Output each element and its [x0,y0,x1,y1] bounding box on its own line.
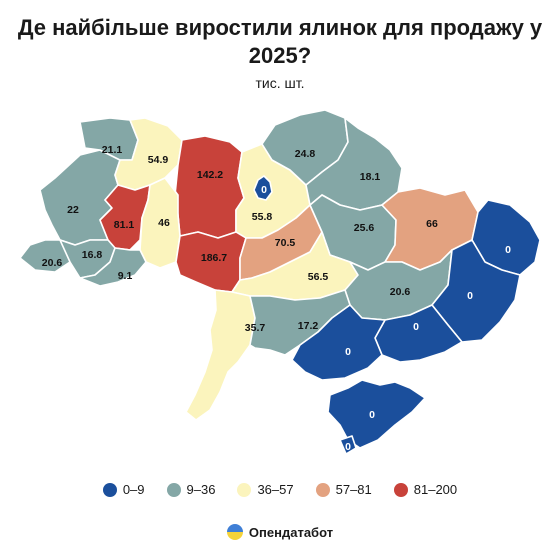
label-cherkasy: 70.5 [275,237,296,249]
chart-title: Де найбільше виростили ялинок для продаж… [17,15,543,68]
legend-swatch [166,482,181,497]
label-khmelnytskyi: 46 [158,217,170,229]
region-kherson [291,304,386,381]
region-sevastopol [339,435,357,455]
legend-swatch [237,482,252,497]
label-crimea: 0 [369,409,375,421]
label-kharkiv: 66 [426,218,438,230]
legend-item: 0–9 [102,482,145,497]
region-kyiv-city [253,175,273,201]
label-dnipropetrovsk: 20.6 [390,286,411,298]
region-zhytomyr [174,135,245,239]
label-vinnytsia: 186.7 [201,252,227,264]
label-lviv: 22 [67,204,79,216]
legend-label: 9–36 [186,482,216,497]
label-luhansk: 0 [505,244,511,256]
label-kyiv-oblast: 55.8 [252,211,273,223]
label-kherson: 0 [345,346,351,358]
label-ternopil: 81.1 [114,219,135,231]
legend-label: 36–57 [257,482,294,497]
unit-label: тис. шт. [255,75,305,91]
legend-item: 36–57 [237,482,294,497]
legend-label: 57–81 [335,482,372,497]
brand-name: Опендатабот [248,524,334,540]
legend-swatch [393,482,408,497]
label-poltava: 25.6 [354,222,375,234]
legend: 0–9 9–36 36–57 57–81 81–200 [0,482,560,497]
label-zhytomyr: 142.2 [197,169,223,181]
label-kyiv-city: 0 [261,184,267,196]
label-volyn: 21.1 [102,144,123,156]
legend-item: 9–36 [166,482,216,497]
label-chernihiv: 24.8 [295,148,316,160]
label-odesa: 35.7 [245,322,266,334]
region-khmelnytskyi [139,177,181,269]
region-crimea [327,379,426,449]
legend-label: 81–200 [413,482,458,497]
label-zakarpattia: 20.6 [42,257,63,269]
region-chernivtsi [79,247,147,287]
legend-item: 57–81 [315,482,372,497]
label-zaporizhzhia: 0 [413,321,419,333]
label-chernivtsi: 9.1 [118,270,133,282]
label-mykolaiv: 17.2 [298,320,319,332]
legend-swatch [102,482,117,497]
region-odesa [185,289,256,421]
label-ivano-frankivsk: 16.8 [82,249,103,261]
legend-label: 0–9 [122,482,145,497]
brand-logo-icon [226,524,243,540]
label-rivne: 54.9 [148,154,169,166]
label-kirovohrad: 56.5 [308,271,329,283]
legend-item: 81–200 [393,482,458,497]
brand: Опендатабот [0,524,560,540]
label-donetsk: 0 [467,290,473,302]
legend-swatch [315,482,330,497]
label-sumy: 18.1 [360,171,381,183]
label-sevastopol: 0 [345,441,351,453]
